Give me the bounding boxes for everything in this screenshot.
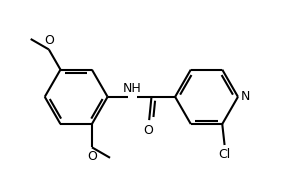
Text: NH: NH (123, 81, 142, 94)
Text: O: O (143, 124, 153, 137)
Text: O: O (44, 34, 54, 47)
Text: O: O (87, 150, 97, 163)
Text: N: N (241, 90, 250, 103)
Text: Cl: Cl (218, 148, 231, 161)
